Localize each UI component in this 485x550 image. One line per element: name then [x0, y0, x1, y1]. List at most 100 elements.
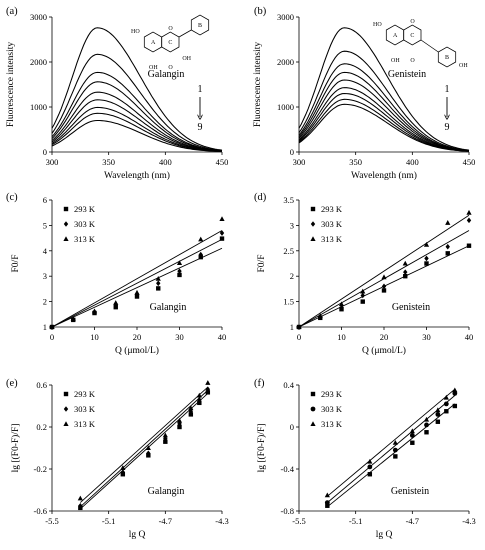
struct-o-keto: O [168, 65, 173, 71]
data-point [324, 500, 330, 505]
data-point [163, 439, 168, 444]
compound-label: Galangin [150, 302, 187, 313]
y-tick-label: 3000 [30, 12, 47, 22]
y-axis-label: lg [(F0-F)/F] [10, 424, 21, 473]
spectrum-curve-7 [298, 92, 470, 152]
struct-o-keto: O [410, 58, 415, 64]
spectrum-curve-9 [51, 119, 223, 153]
fit-line [80, 393, 209, 510]
x-tick-label: -4.3 [462, 516, 475, 526]
spectrum-curve-4 [51, 81, 223, 152]
data-point [392, 447, 398, 453]
chemical-structure: HO A C B OH OH O O [131, 14, 210, 71]
y-tick-label: 0 [290, 422, 294, 432]
data-point [452, 387, 458, 393]
x-axis-label: Q (μmol/L) [362, 345, 406, 356]
data-point [77, 495, 83, 501]
data-point [219, 216, 225, 222]
data-point [296, 324, 302, 329]
data-point [381, 288, 387, 293]
y-tick-label: 6 [43, 195, 47, 205]
data-point [410, 440, 415, 445]
arrow-end-label: 9 [198, 122, 203, 133]
struct-ring-b-label: B [445, 55, 449, 61]
data-point [424, 255, 429, 262]
spectrum-curve-5 [298, 79, 470, 152]
y-tick-label: 0.6 [36, 380, 47, 390]
arrow-end-label: 9 [445, 122, 450, 133]
data-point [188, 405, 194, 411]
y-tick-label: -0.6 [34, 506, 47, 516]
y-axis-label: F0/F [257, 255, 267, 273]
data-point [176, 417, 183, 423]
data-point [381, 283, 387, 290]
data-point [443, 401, 449, 407]
bond-b [420, 39, 439, 53]
data-point [317, 313, 323, 318]
data-point [176, 260, 183, 265]
data-point [409, 433, 415, 438]
legend-marker [63, 406, 69, 412]
data-point [91, 308, 98, 314]
data-point [360, 299, 365, 304]
x-tick-label: -5.5 [45, 516, 58, 526]
x-tick-label: 30 [422, 332, 431, 342]
spectrum-curve-6 [51, 99, 223, 152]
arrow-start-label: 1 [198, 84, 203, 95]
compound-label: Genistein [388, 69, 426, 80]
arrow-start-label: 1 [445, 84, 450, 95]
x-tick-label: 450 [463, 157, 476, 167]
struct-ring-c-label: C [410, 33, 414, 39]
y-axis-label: F0/F [11, 255, 21, 273]
fit-line [327, 403, 456, 508]
struct-ring-b-label: B [198, 23, 202, 29]
struct-oh-3: OH [182, 56, 191, 62]
x-axis-label: Wavelength (nm) [104, 170, 170, 181]
spectrum-curve-1 [51, 27, 223, 151]
struct-o-ring: O [168, 26, 173, 32]
panel-e: (e) -5.5 -5.1 -4.7 -4.3 -0.6 -0.2 0.2 0.6 lg Q lg … [6, 378, 229, 540]
legend-marker [63, 391, 69, 397]
y-tick-label: 1 [290, 322, 294, 332]
y-tick-label: 2 [43, 297, 47, 307]
data-point [444, 409, 449, 414]
legend-label: 313 K [321, 234, 343, 244]
series-303-K: 303 K [310, 391, 458, 505]
y-tick-label: 2 [290, 271, 294, 281]
struct-oh-4p: OH [459, 63, 468, 69]
data-point [188, 412, 194, 417]
panel-letter: (f) [254, 378, 265, 389]
data-point [360, 292, 365, 299]
spectrum-curve-8 [51, 112, 223, 152]
struct-o-ring: O [410, 19, 415, 25]
panel-letter: (c) [6, 192, 18, 203]
legend-label: 303 K [74, 219, 96, 229]
data-point [423, 241, 430, 247]
legend-marker [63, 206, 69, 212]
legend-label: 293 K [321, 204, 343, 214]
legend-marker [310, 391, 316, 397]
data-point [177, 424, 182, 430]
y-tick-label: 1 [43, 322, 47, 332]
data-point [70, 316, 76, 321]
y-axis-label: Fluorescence intensity [253, 42, 263, 127]
data-point [155, 275, 161, 281]
data-point [367, 472, 373, 477]
data-point [162, 432, 168, 438]
ring-c [161, 31, 180, 53]
x-tick-label: 10 [337, 332, 346, 342]
legend-label: 303 K [74, 404, 96, 414]
y-tick-label: 5 [43, 220, 47, 230]
y-tick-label: 3.5 [283, 195, 294, 205]
y-tick-label: 3 [43, 271, 47, 281]
x-tick-label: 450 [216, 157, 229, 167]
data-point [49, 324, 55, 329]
data-point [445, 220, 451, 225]
y-tick-label: 4 [43, 246, 48, 256]
data-point [435, 407, 441, 413]
data-point [197, 400, 202, 406]
data-point [219, 236, 225, 241]
legend-marker [63, 236, 69, 241]
data-point [466, 217, 472, 224]
y-tick-label: 1000 [30, 102, 47, 112]
